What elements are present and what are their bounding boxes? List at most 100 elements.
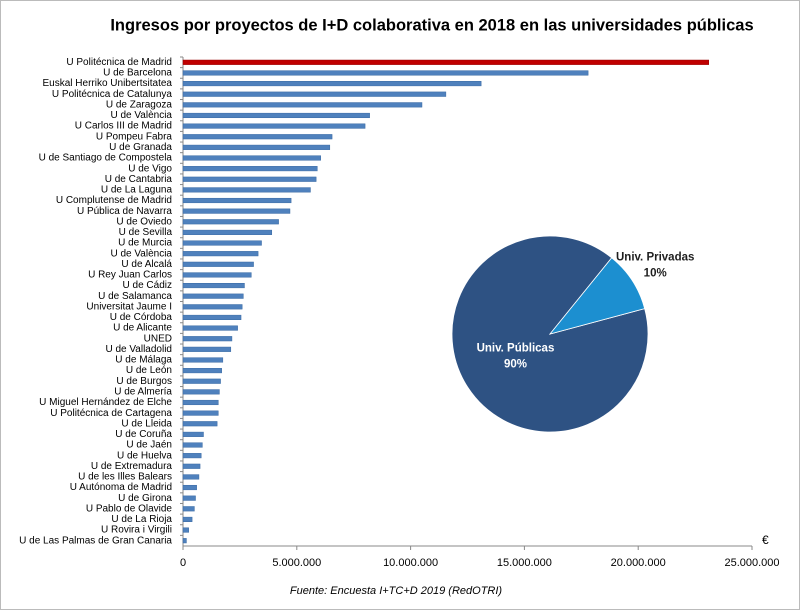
y-tick-label: U de Burgos: [116, 376, 172, 387]
pie-value-label: 10%: [644, 268, 667, 280]
bar: [182, 484, 197, 491]
y-tick-label: U de Murcia: [118, 238, 172, 249]
bar: [182, 538, 187, 544]
y-tick-label: U de Málaga: [115, 355, 172, 366]
bar: [182, 251, 259, 257]
bar: [182, 399, 219, 406]
pie-value-label: 90%: [504, 358, 527, 370]
y-tick-label: U de Zaragoza: [106, 99, 173, 110]
pie-slice: [548, 257, 646, 335]
bar: [182, 474, 200, 480]
bar: [182, 81, 482, 87]
y-tick-label: U Pablo de Olavide: [86, 503, 173, 514]
chart-title: Ingresos por proyectos de I+D colaborati…: [110, 16, 753, 34]
y-tick-label: U de Jaén: [126, 440, 172, 451]
y-tick-label: U de Alicante: [113, 323, 172, 334]
y-tick-label: U de Cantabria: [105, 174, 173, 185]
bar: [182, 463, 201, 469]
bar: [182, 166, 318, 172]
y-tick-label: U de La Laguna: [101, 185, 173, 196]
bar: [182, 410, 219, 416]
bar: [182, 112, 370, 119]
bar: [182, 453, 202, 459]
bar: [182, 346, 232, 352]
bar: [182, 197, 292, 204]
y-tick-label: U de Girona: [118, 493, 172, 504]
y-tick-label: U de Alcalá: [121, 259, 172, 270]
bar: [182, 261, 254, 267]
bar: [182, 357, 224, 363]
y-tick-label: Universitat Jaume I: [86, 301, 172, 312]
pie-label: Univ. Públicas: [477, 342, 555, 354]
y-tick-label: U de Extremadura: [91, 461, 173, 472]
bar: [182, 314, 242, 320]
y-tick-label: U Pública de Navarra: [77, 206, 172, 217]
bar: [182, 304, 243, 310]
y-tick-label: U Autónoma de Madrid: [70, 482, 172, 493]
x-tick-label: 0: [180, 557, 186, 569]
y-tick-label: U de Las Palmas de Gran Canaria: [19, 535, 172, 546]
bar: [182, 293, 244, 299]
bar: [182, 431, 204, 437]
y-tick-label: U de La Rioja: [111, 514, 172, 525]
y-tick-label: U Politécnica de Catalunya: [52, 89, 173, 100]
y-tick-label: U de les Illes Balears: [78, 472, 172, 483]
y-tick-label: Euskal Herriko Unibertsitatea: [43, 78, 173, 89]
bar: [182, 283, 245, 289]
y-tick-label: U de Cádiz: [123, 280, 172, 291]
x-tick-label: 20.000.000: [611, 557, 666, 569]
y-tick-label: U de Vigo: [128, 163, 172, 174]
bar: [182, 229, 273, 235]
y-tick-label: U de Almería: [114, 386, 172, 397]
y-tick-label: U de Coruña: [115, 429, 172, 440]
source: Fuente: Encuesta I+TC+D 2019 (RedOTRI): [290, 585, 502, 597]
bar: [182, 187, 311, 193]
y-tick-label: U de Córdoba: [110, 312, 173, 323]
bar: [182, 325, 238, 331]
bar: [182, 59, 710, 65]
y-tick-label: U de Barcelona: [103, 68, 172, 79]
y-tick-label: U de Valladolid: [105, 344, 172, 355]
x-axis-label: €: [762, 533, 769, 547]
y-tick-label: UNED: [144, 333, 172, 344]
bar: [182, 123, 366, 129]
y-tick-label: U de Granada: [109, 142, 172, 153]
bar: [182, 272, 252, 278]
x-tick-label: 25.000.000: [724, 557, 779, 569]
bar: [182, 176, 317, 182]
bar: [182, 155, 321, 161]
bar: [182, 368, 222, 374]
bar: [182, 421, 218, 427]
x-tick-label: 10.000.000: [383, 557, 438, 569]
y-tick-label: U de València: [110, 110, 172, 121]
y-tick-label: U Rey Juan Carlos: [88, 270, 172, 281]
bar: [182, 219, 279, 225]
bar: [182, 336, 233, 342]
pie-label: Univ. Privadas: [616, 252, 694, 264]
bar: [182, 516, 193, 522]
y-tick-label: U Pompeu Fabra: [96, 131, 173, 142]
bar: [182, 208, 291, 214]
y-tick-label: U de Oviedo: [116, 216, 172, 227]
bar: [182, 495, 196, 501]
bar: [182, 378, 221, 384]
bar: [182, 91, 447, 97]
bar: [182, 506, 195, 512]
y-tick-label: U de Lleida: [121, 418, 172, 429]
bar: [182, 389, 220, 395]
y-tick-label: U Carlos III de Madrid: [75, 121, 172, 132]
y-tick-label: U Complutense de Madrid: [56, 195, 172, 206]
bar: [182, 102, 423, 108]
bar: [182, 70, 589, 76]
y-tick-label: U de València: [110, 248, 172, 259]
y-tick-label: U Rovira i Virgili: [101, 525, 172, 536]
x-tick-label: 15.000.000: [497, 557, 552, 569]
bar: [182, 527, 189, 533]
y-tick-label: U de León: [126, 365, 172, 376]
y-tick-label: U de Salamanca: [98, 291, 172, 302]
y-tick-label: U de Sevilla: [119, 227, 173, 238]
y-tick-label: U Politécnica de Madrid: [66, 57, 172, 68]
